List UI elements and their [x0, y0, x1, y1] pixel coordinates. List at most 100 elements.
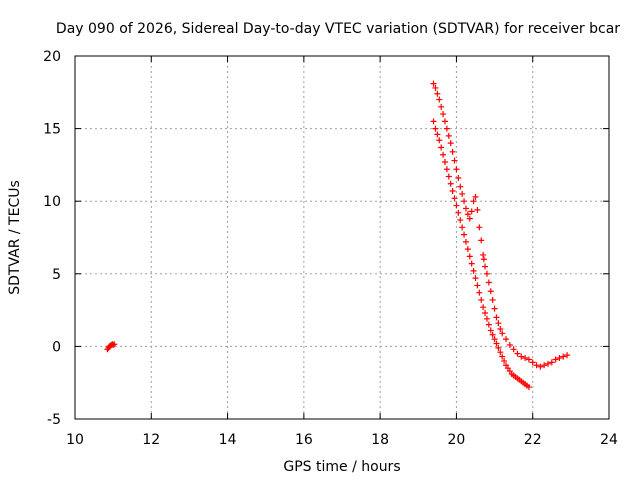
- data-point: [503, 336, 510, 343]
- data-point: [510, 346, 517, 353]
- data-point: [455, 209, 462, 216]
- data-point: [440, 111, 447, 118]
- data-point: [464, 246, 471, 253]
- data-point: [441, 118, 448, 125]
- y-tick-label: 5: [52, 267, 61, 283]
- data-point: [482, 263, 489, 270]
- data-point: [560, 353, 567, 360]
- data-point: [491, 336, 498, 343]
- data-point: [533, 362, 540, 369]
- data-point: [497, 325, 504, 332]
- y-tick-label: 20: [43, 49, 61, 65]
- data-point: [461, 198, 468, 205]
- data-point: [499, 330, 506, 337]
- data-point: [499, 353, 506, 360]
- data-point: [501, 357, 508, 364]
- x-tick-label: 12: [142, 432, 160, 448]
- data-point: [459, 224, 466, 231]
- data-point: [453, 202, 460, 209]
- data-point: [482, 310, 489, 317]
- data-point: [497, 349, 504, 356]
- data-point: [430, 80, 437, 87]
- x-axis-label: GPS time / hours: [283, 459, 400, 475]
- series-segment-lower: [430, 118, 532, 391]
- data-point: [438, 144, 445, 151]
- data-point: [464, 211, 471, 218]
- data-point: [440, 151, 447, 158]
- data-point: [443, 166, 450, 173]
- data-point: [466, 215, 473, 222]
- data-point: [462, 238, 469, 245]
- data-point: [432, 125, 439, 132]
- data-point: [522, 355, 529, 362]
- data-point: [436, 96, 443, 103]
- data-point: [525, 384, 532, 391]
- data-point: [453, 166, 460, 173]
- data-point: [485, 279, 492, 286]
- y-tick-label: 15: [43, 122, 61, 138]
- tick-layer: 10 12 14 16 18 20 22 24 -5 0 5 10 15 20: [43, 49, 618, 448]
- y-tick-label: -5: [47, 412, 61, 428]
- chart-title: Day 090 of 2026, Sidereal Day-to-day VTE…: [56, 21, 620, 37]
- x-tick-label: 22: [524, 432, 542, 448]
- data-point: [495, 344, 502, 351]
- x-tick-label: 18: [371, 432, 389, 448]
- data-point: [470, 198, 477, 205]
- data-point: [493, 314, 500, 321]
- x-tick-label: 20: [448, 432, 466, 448]
- data-point: [474, 282, 481, 289]
- data-point: [447, 180, 454, 187]
- data-point: [489, 331, 496, 338]
- data-point: [476, 289, 483, 296]
- data-point: [495, 320, 502, 327]
- data-point: [487, 288, 494, 295]
- data-point: [480, 304, 487, 311]
- data-point: [552, 356, 559, 363]
- data-point: [459, 190, 466, 197]
- data-point: [445, 173, 452, 180]
- x-tick-label: 10: [66, 432, 84, 448]
- data-point: [541, 362, 548, 369]
- data-point: [485, 321, 492, 328]
- data-point: [451, 157, 458, 164]
- data-point: [548, 359, 555, 366]
- data-point: [529, 359, 536, 366]
- data-point: [447, 140, 454, 147]
- data-point: [470, 267, 477, 274]
- data-point: [430, 118, 437, 125]
- data-point: [483, 315, 490, 322]
- plot-frame: [74, 55, 610, 420]
- data-point: [489, 296, 496, 303]
- data-point: [449, 188, 456, 195]
- data-point: [476, 224, 483, 231]
- data-point: [434, 90, 441, 97]
- data-point: [544, 360, 551, 367]
- data-point: [441, 158, 448, 165]
- data-point: [457, 183, 464, 190]
- data-point: [110, 341, 117, 348]
- data-point: [556, 355, 563, 362]
- y-tick-label: 0: [52, 339, 61, 355]
- data-point: [434, 131, 441, 138]
- data-marks: [104, 80, 571, 391]
- data-point: [478, 296, 485, 303]
- data-point: [455, 174, 462, 181]
- data-point: [472, 275, 479, 282]
- y-axis-label: SDTVAR / TECUs: [7, 180, 23, 295]
- y-tick-label: 10: [43, 194, 61, 210]
- data-point: [493, 340, 500, 347]
- data-point: [480, 256, 487, 263]
- data-point: [483, 270, 490, 277]
- data-point: [438, 103, 445, 110]
- x-tick-label: 14: [219, 432, 237, 448]
- data-point: [451, 195, 458, 202]
- data-point: [518, 353, 525, 360]
- data-point: [462, 205, 469, 212]
- data-point: [487, 327, 494, 334]
- data-point: [491, 305, 498, 312]
- data-point: [537, 363, 544, 370]
- x-tick-label: 24: [600, 432, 618, 448]
- data-point: [468, 260, 475, 267]
- data-point: [514, 350, 521, 357]
